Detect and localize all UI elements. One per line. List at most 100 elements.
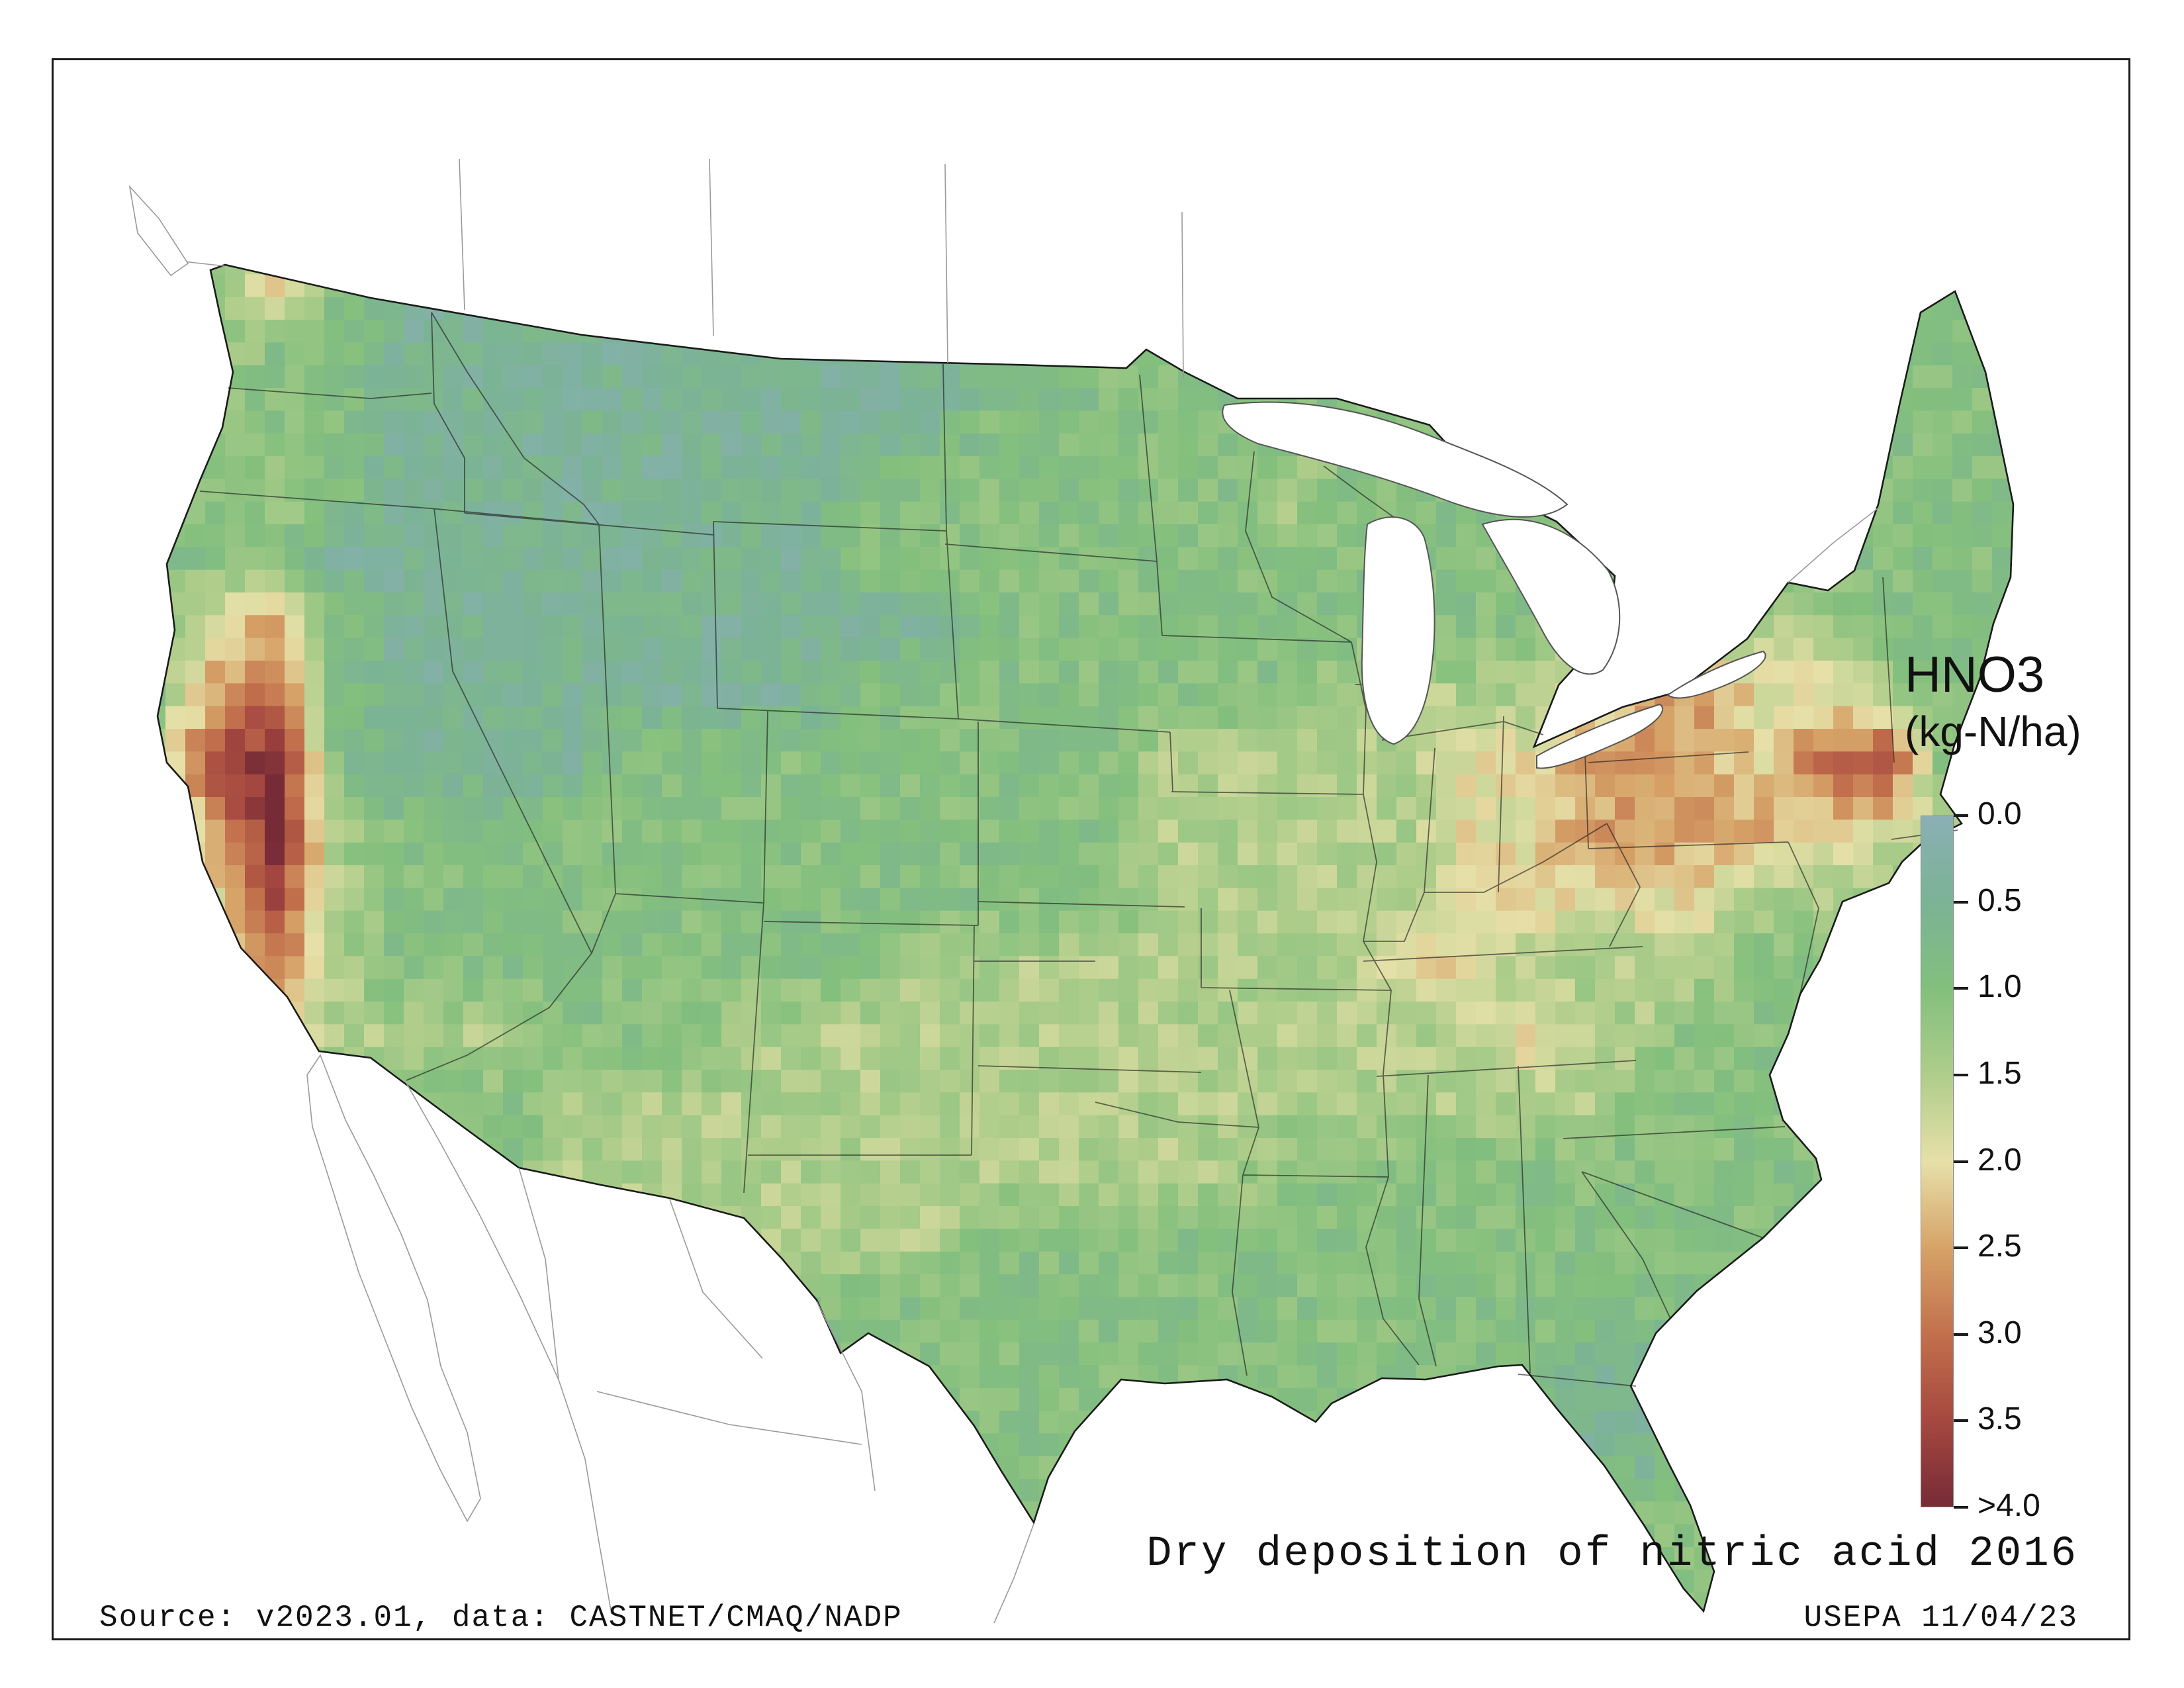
deposition-cell <box>979 342 1000 366</box>
deposition-cell <box>1734 1115 1754 1139</box>
deposition-cell <box>1218 797 1238 821</box>
deposition-cell <box>1476 592 1496 616</box>
deposition-cell <box>1794 820 1814 843</box>
deposition-cell <box>642 1365 662 1389</box>
deposition-cell <box>285 1160 305 1184</box>
deposition-cell <box>1158 729 1179 753</box>
deposition-cell <box>721 637 742 661</box>
deposition-cell <box>1575 1138 1596 1162</box>
deposition-cell <box>384 1047 404 1070</box>
deposition-cell <box>880 978 901 1002</box>
deposition-cell <box>324 274 345 298</box>
deposition-cell <box>721 433 742 457</box>
deposition-cell <box>1754 842 1774 866</box>
deposition-cell <box>265 1342 285 1366</box>
deposition-cell <box>463 865 484 889</box>
deposition-cell <box>781 1206 801 1230</box>
deposition-cell <box>1138 683 1159 707</box>
deposition-cell <box>1516 388 1536 412</box>
deposition-cell <box>860 1160 881 1184</box>
deposition-cell <box>721 751 742 775</box>
deposition-cell <box>1674 501 1695 525</box>
deposition-cell <box>1913 637 1933 661</box>
deposition-cell <box>1873 910 1893 934</box>
deposition-cell <box>1198 365 1218 389</box>
deposition-cell <box>1257 1342 1278 1366</box>
deposition-cell <box>622 456 643 480</box>
deposition-cell <box>979 1024 1000 1048</box>
deposition-cell <box>225 820 246 843</box>
deposition-cell <box>1992 524 2013 548</box>
deposition-cell <box>1138 433 1159 457</box>
deposition-cell <box>860 569 881 593</box>
deposition-cell <box>602 637 623 661</box>
deposition-cell <box>2012 265 2013 275</box>
deposition-cell <box>1277 297 1298 320</box>
deposition-cell <box>999 456 1020 480</box>
deposition-cell <box>1099 661 1119 684</box>
deposition-cell <box>1337 1411 1357 1434</box>
deposition-cell <box>662 265 682 275</box>
deposition-cell <box>1099 1183 1119 1207</box>
deposition-cell <box>245 1206 265 1230</box>
deposition-cell <box>1019 1229 1040 1252</box>
deposition-cell <box>364 1115 385 1139</box>
deposition-cell <box>424 1070 444 1094</box>
deposition-cell <box>1118 365 1139 389</box>
deposition-cell <box>1039 265 1060 275</box>
deposition-cell <box>1833 1070 1854 1094</box>
deposition-cell <box>860 956 881 980</box>
deposition-cell <box>841 1411 861 1434</box>
deposition-cell <box>1535 956 1556 980</box>
deposition-cell <box>443 729 464 753</box>
deposition-cell <box>324 265 345 275</box>
deposition-cell <box>1416 1160 1437 1184</box>
deposition-cell <box>1436 547 1457 571</box>
deposition-cell <box>682 956 702 980</box>
deposition-cell <box>443 1138 464 1162</box>
deposition-cell <box>503 1047 523 1070</box>
deposition-cell <box>126 502 146 525</box>
deposition-cell <box>821 569 841 593</box>
deposition-cell <box>1833 433 1854 457</box>
deposition-cell <box>821 865 841 889</box>
deposition-cell <box>979 265 1000 275</box>
deposition-cell <box>1933 297 1953 320</box>
deposition-cell <box>265 320 285 344</box>
deposition-cell <box>1178 1138 1199 1162</box>
deposition-cell <box>1178 820 1199 843</box>
deposition-cell <box>1059 820 1079 843</box>
deposition-cell <box>1238 842 1258 866</box>
deposition-cell <box>940 1251 960 1275</box>
deposition-cell <box>841 797 861 821</box>
deposition-cell <box>563 1070 583 1094</box>
deposition-cell <box>1873 1024 1893 1048</box>
deposition-cell <box>821 888 841 912</box>
deposition-cell <box>364 820 385 843</box>
deposition-cell <box>821 1206 841 1230</box>
deposition-cell <box>960 797 980 821</box>
deposition-cell <box>1377 1274 1397 1298</box>
deposition-cell <box>1893 524 1913 548</box>
deposition-cell <box>880 388 901 412</box>
deposition-cell <box>841 910 861 934</box>
deposition-cell <box>1496 956 1516 980</box>
deposition-cell <box>1059 774 1079 798</box>
deposition-cell <box>165 433 186 457</box>
deposition-cell <box>741 842 762 866</box>
deposition-cell <box>741 365 762 389</box>
deposition-cell <box>1257 1092 1278 1116</box>
deposition-cell <box>960 592 980 616</box>
deposition-cell <box>1674 1002 1695 1025</box>
deposition-cell <box>225 265 246 275</box>
deposition-cell <box>602 1297 623 1321</box>
deposition-cell <box>900 1229 921 1252</box>
deposition-cell <box>1913 729 1933 753</box>
deposition-cell <box>721 1365 742 1389</box>
deposition-cell <box>1158 1002 1179 1025</box>
deposition-cell <box>1893 637 1913 661</box>
deposition-cell <box>1674 820 1695 843</box>
deposition-cell <box>1635 456 1655 480</box>
deposition-cell <box>1933 265 1953 275</box>
deposition-cell <box>1377 865 1397 889</box>
